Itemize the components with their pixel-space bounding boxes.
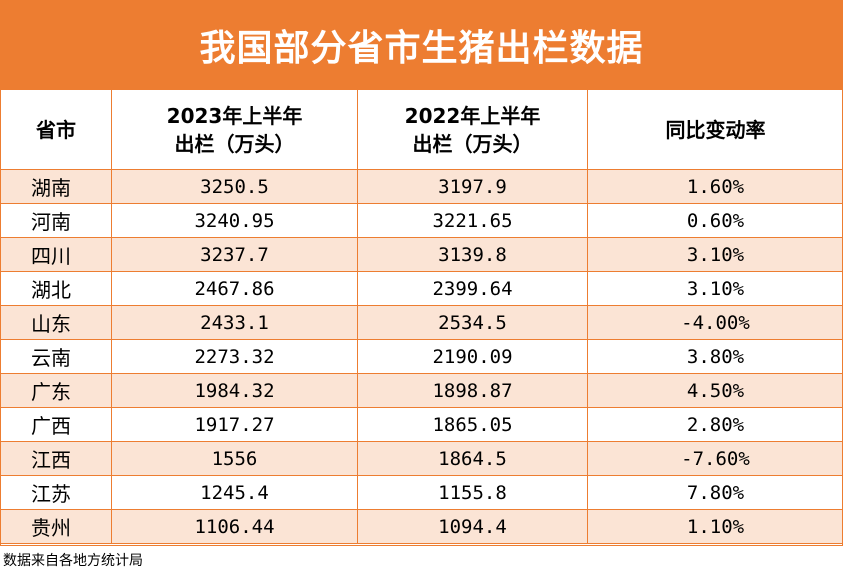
cell-province: 云南 [0, 339, 112, 374]
column-header-2023-output: 2023年上半年 出栏（万头） [111, 89, 358, 170]
page-title: 我国部分省市生猪出栏数据 [0, 0, 843, 89]
cell-province: 贵州 [0, 509, 112, 544]
table-row: 四川 3237.7 3139.8 3.10% [0, 237, 843, 272]
cell-2023-output: 2273.32 [111, 339, 358, 374]
cell-2022-output: 1155.8 [357, 475, 588, 510]
cell-2022-output: 1094.4 [357, 509, 588, 544]
cell-2023-output: 2467.86 [111, 271, 358, 306]
source-note: 数据来自各地方统计局 [3, 553, 143, 569]
header-2023-line1: 2023年上半年 [166, 103, 303, 128]
cell-2022-output: 3221.65 [357, 203, 588, 238]
table-row: 湖南 3250.5 3197.9 1.60% [0, 169, 843, 204]
header-row: 省市 2023年上半年 出栏（万头） 2022年上半年 出栏（万头） 同比变动率 [0, 89, 843, 170]
column-header-province: 省市 [0, 89, 112, 170]
table-row: 山东 2433.1 2534.5 -4.00% [0, 305, 843, 340]
cell-2022-output: 3197.9 [357, 169, 588, 204]
cell-2022-output: 3139.8 [357, 237, 588, 272]
cell-yoy-change: 1.60% [587, 169, 843, 204]
cell-2023-output: 1106.44 [111, 509, 358, 544]
cell-2023-output: 1245.4 [111, 475, 358, 510]
cell-yoy-change: 3.10% [587, 237, 843, 272]
table-row: 广西 1917.27 1865.05 2.80% [0, 407, 843, 442]
cell-province: 河南 [0, 203, 112, 238]
cell-2022-output: 1898.87 [357, 373, 588, 408]
cell-2022-output: 2399.64 [357, 271, 588, 306]
cell-2023-output: 1984.32 [111, 373, 358, 408]
cell-2023-output: 3240.95 [111, 203, 358, 238]
table-row: 广东 1984.32 1898.87 4.50% [0, 373, 843, 408]
cell-yoy-change: 0.60% [587, 203, 843, 238]
table-row: 河南 3240.95 3221.65 0.60% [0, 203, 843, 238]
table-row: 江苏 1245.4 1155.8 7.80% [0, 475, 843, 510]
cell-yoy-change: -4.00% [587, 305, 843, 340]
table-row: 云南 2273.32 2190.09 3.80% [0, 339, 843, 374]
cell-2023-output: 1556 [111, 441, 358, 476]
cell-yoy-change: 2.80% [587, 407, 843, 442]
cell-2023-output: 3250.5 [111, 169, 358, 204]
column-header-2022-output: 2022年上半年 出栏（万头） [357, 89, 588, 170]
cell-2022-output: 2190.09 [357, 339, 588, 374]
hog-output-table: 省市 2023年上半年 出栏（万头） 2022年上半年 出栏（万头） 同比变动率… [0, 89, 843, 544]
header-2022-line2: 出栏（万头） [412, 131, 533, 156]
table-row: 江西 1556 1864.5 -7.60% [0, 441, 843, 476]
cell-2023-output: 1917.27 [111, 407, 358, 442]
cell-province: 江苏 [0, 475, 112, 510]
table-frame [0, 0, 843, 546]
cell-province: 湖南 [0, 169, 112, 204]
cell-2022-output: 1864.5 [357, 441, 588, 476]
cell-yoy-change: 7.80% [587, 475, 843, 510]
table-row: 贵州 1106.44 1094.4 1.10% [0, 509, 843, 544]
cell-province: 四川 [0, 237, 112, 272]
cell-province: 江西 [0, 441, 112, 476]
cell-yoy-change: -7.60% [587, 441, 843, 476]
cell-yoy-change: 4.50% [587, 373, 843, 408]
header-2023-line2: 出栏（万头） [174, 131, 295, 156]
cell-yoy-change: 1.10% [587, 509, 843, 544]
header-2022-line1: 2022年上半年 [404, 103, 541, 128]
cell-province: 山东 [0, 305, 112, 340]
